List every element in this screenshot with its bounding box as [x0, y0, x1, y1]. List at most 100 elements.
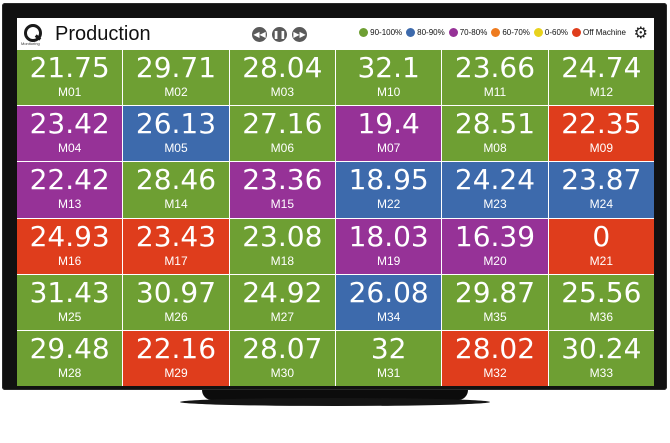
- machine-id: M30: [270, 365, 294, 380]
- machine-value: 29.48: [29, 331, 110, 365]
- header-bar: Monitoring Production ◀◀ ❚❚ ▶▶ 90-100% 80…: [17, 18, 654, 50]
- tv-stand-base: [180, 398, 490, 406]
- machine-id: M03: [270, 85, 294, 99]
- machine-value: 32.1: [357, 51, 420, 84]
- machine-id: M08: [483, 141, 507, 156]
- machine-id: M11: [483, 85, 507, 99]
- legend-dot-icon: [406, 28, 416, 37]
- machine-tile[interactable]: 24.74 M12: [548, 50, 654, 106]
- machine-id: M28: [57, 365, 82, 380]
- machine-tile[interactable]: 18.03 M19: [336, 218, 442, 274]
- machine-id: M04: [57, 141, 82, 156]
- legend-item: 80-90%: [406, 28, 445, 37]
- legend-item: 70-80%: [448, 28, 487, 37]
- pause-icon[interactable]: ❚❚: [272, 27, 287, 42]
- machine-value: 18.95: [348, 163, 429, 197]
- forward-icon[interactable]: ▶▶: [292, 27, 307, 42]
- machine-value: 22.35: [561, 107, 642, 141]
- machine-tile[interactable]: 28.07 M30: [229, 330, 335, 386]
- machine-tile[interactable]: 31.43 M25: [17, 274, 123, 330]
- machine-id: M13: [57, 197, 82, 212]
- machine-tile[interactable]: 30.24 M33: [548, 330, 654, 386]
- machine-id: M29: [164, 365, 188, 380]
- machine-value: 28.51: [454, 107, 536, 141]
- machine-tile[interactable]: 23.42 M04: [17, 106, 123, 162]
- machine-tile[interactable]: 26.13 M05: [123, 106, 229, 162]
- machine-grid: 21.75 M01 29.71 M02 28.04 M03 32.1 M10 23.66 M11 2…: [17, 50, 654, 386]
- legend-dot-icon: [448, 28, 458, 37]
- legend-label: 80-90%: [417, 28, 445, 37]
- machine-id: M06: [270, 141, 294, 156]
- machine-id: M07: [376, 141, 401, 156]
- machine-tile[interactable]: 21.75 M01: [17, 50, 123, 106]
- machine-id: M21: [589, 253, 613, 268]
- rewind-icon[interactable]: ◀◀: [252, 27, 267, 42]
- machine-id: M32: [483, 365, 507, 380]
- machine-tile[interactable]: 32 M31: [336, 330, 442, 386]
- machine-tile[interactable]: 23.87 M24: [548, 162, 654, 218]
- machine-tile[interactable]: 0 M21: [548, 218, 654, 274]
- machine-tile[interactable]: 27.16 M06: [229, 106, 335, 162]
- machine-value: 23.36: [242, 163, 323, 197]
- machine-value: 16.39: [454, 219, 536, 253]
- machine-tile[interactable]: 29.87 M35: [442, 274, 548, 330]
- machine-tile[interactable]: 23.43 M17: [123, 218, 229, 274]
- machine-tile[interactable]: 29.71 M02: [123, 50, 229, 106]
- machine-tile[interactable]: 23.36 M15: [229, 162, 335, 218]
- logo-text: Monitoring: [21, 41, 40, 46]
- machine-value: 31.43: [29, 275, 110, 309]
- machine-tile[interactable]: 24.93 M16: [17, 218, 123, 274]
- machine-id: M09: [589, 141, 613, 156]
- machine-tile[interactable]: 22.42 M13: [17, 162, 123, 218]
- machine-id: M01: [57, 85, 82, 99]
- machine-value: 27.16: [242, 107, 323, 141]
- machine-tile[interactable]: 23.08 M18: [229, 218, 335, 274]
- machine-value: 24.92: [242, 275, 323, 309]
- machine-id: M22: [376, 197, 401, 212]
- machine-value: 23.08: [242, 219, 323, 253]
- machine-id: M31: [376, 365, 401, 380]
- machine-value: 23.66: [454, 51, 536, 84]
- machine-tile[interactable]: 24.24 M23: [442, 162, 548, 218]
- machine-tile[interactable]: 29.48 M28: [17, 330, 123, 386]
- machine-tile[interactable]: 25.56 M36: [548, 274, 654, 330]
- machine-id: M34: [376, 309, 401, 324]
- machine-value: 24.24: [454, 163, 536, 197]
- machine-tile[interactable]: 18.95 M22: [336, 162, 442, 218]
- machine-value: 32: [370, 331, 407, 365]
- machine-tile[interactable]: 28.04 M03: [229, 50, 335, 106]
- machine-tile[interactable]: 22.16 M29: [123, 330, 229, 386]
- machine-value: 21.75: [29, 51, 110, 84]
- machine-id: M27: [270, 309, 294, 324]
- machine-tile[interactable]: 16.39 M20: [442, 218, 548, 274]
- machine-tile[interactable]: 23.66 M11: [442, 50, 548, 106]
- legend-dot-icon: [572, 28, 582, 37]
- machine-tile[interactable]: 30.97 M26: [123, 274, 229, 330]
- machine-tile[interactable]: 22.35 M09: [548, 106, 654, 162]
- machine-tile[interactable]: 28.51 M08: [442, 106, 548, 162]
- machine-tile[interactable]: 19.4 M07: [336, 106, 442, 162]
- machine-id: M33: [589, 365, 613, 380]
- machine-id: M14: [164, 197, 188, 212]
- legend-dot-icon: [491, 28, 501, 37]
- machine-tile[interactable]: 32.1 M10: [336, 50, 442, 106]
- machine-id: M18: [270, 253, 294, 268]
- machine-value: 28.02: [454, 331, 536, 365]
- machine-value: 30.24: [561, 331, 642, 365]
- machine-id: M05: [164, 141, 188, 156]
- machine-id: M23: [483, 197, 507, 212]
- machine-tile[interactable]: 28.46 M14: [123, 162, 229, 218]
- machine-tile[interactable]: 26.08 M34: [336, 274, 442, 330]
- playback-controls: ◀◀ ❚❚ ▶▶: [252, 27, 307, 42]
- legend-dot-icon: [359, 28, 369, 37]
- machine-tile[interactable]: 28.02 M32: [442, 330, 548, 386]
- legend-label: 60-70%: [502, 28, 530, 37]
- tv-stand-neck: [202, 390, 468, 400]
- legend-item: 0-60%: [533, 28, 568, 37]
- logo: Monitoring: [21, 24, 45, 46]
- gear-icon[interactable]: ⚙: [633, 23, 648, 42]
- machine-value: 28.46: [135, 163, 217, 197]
- machine-value: 18.03: [348, 219, 429, 253]
- machine-tile[interactable]: 24.92 M27: [229, 274, 335, 330]
- machine-id: M26: [164, 309, 188, 324]
